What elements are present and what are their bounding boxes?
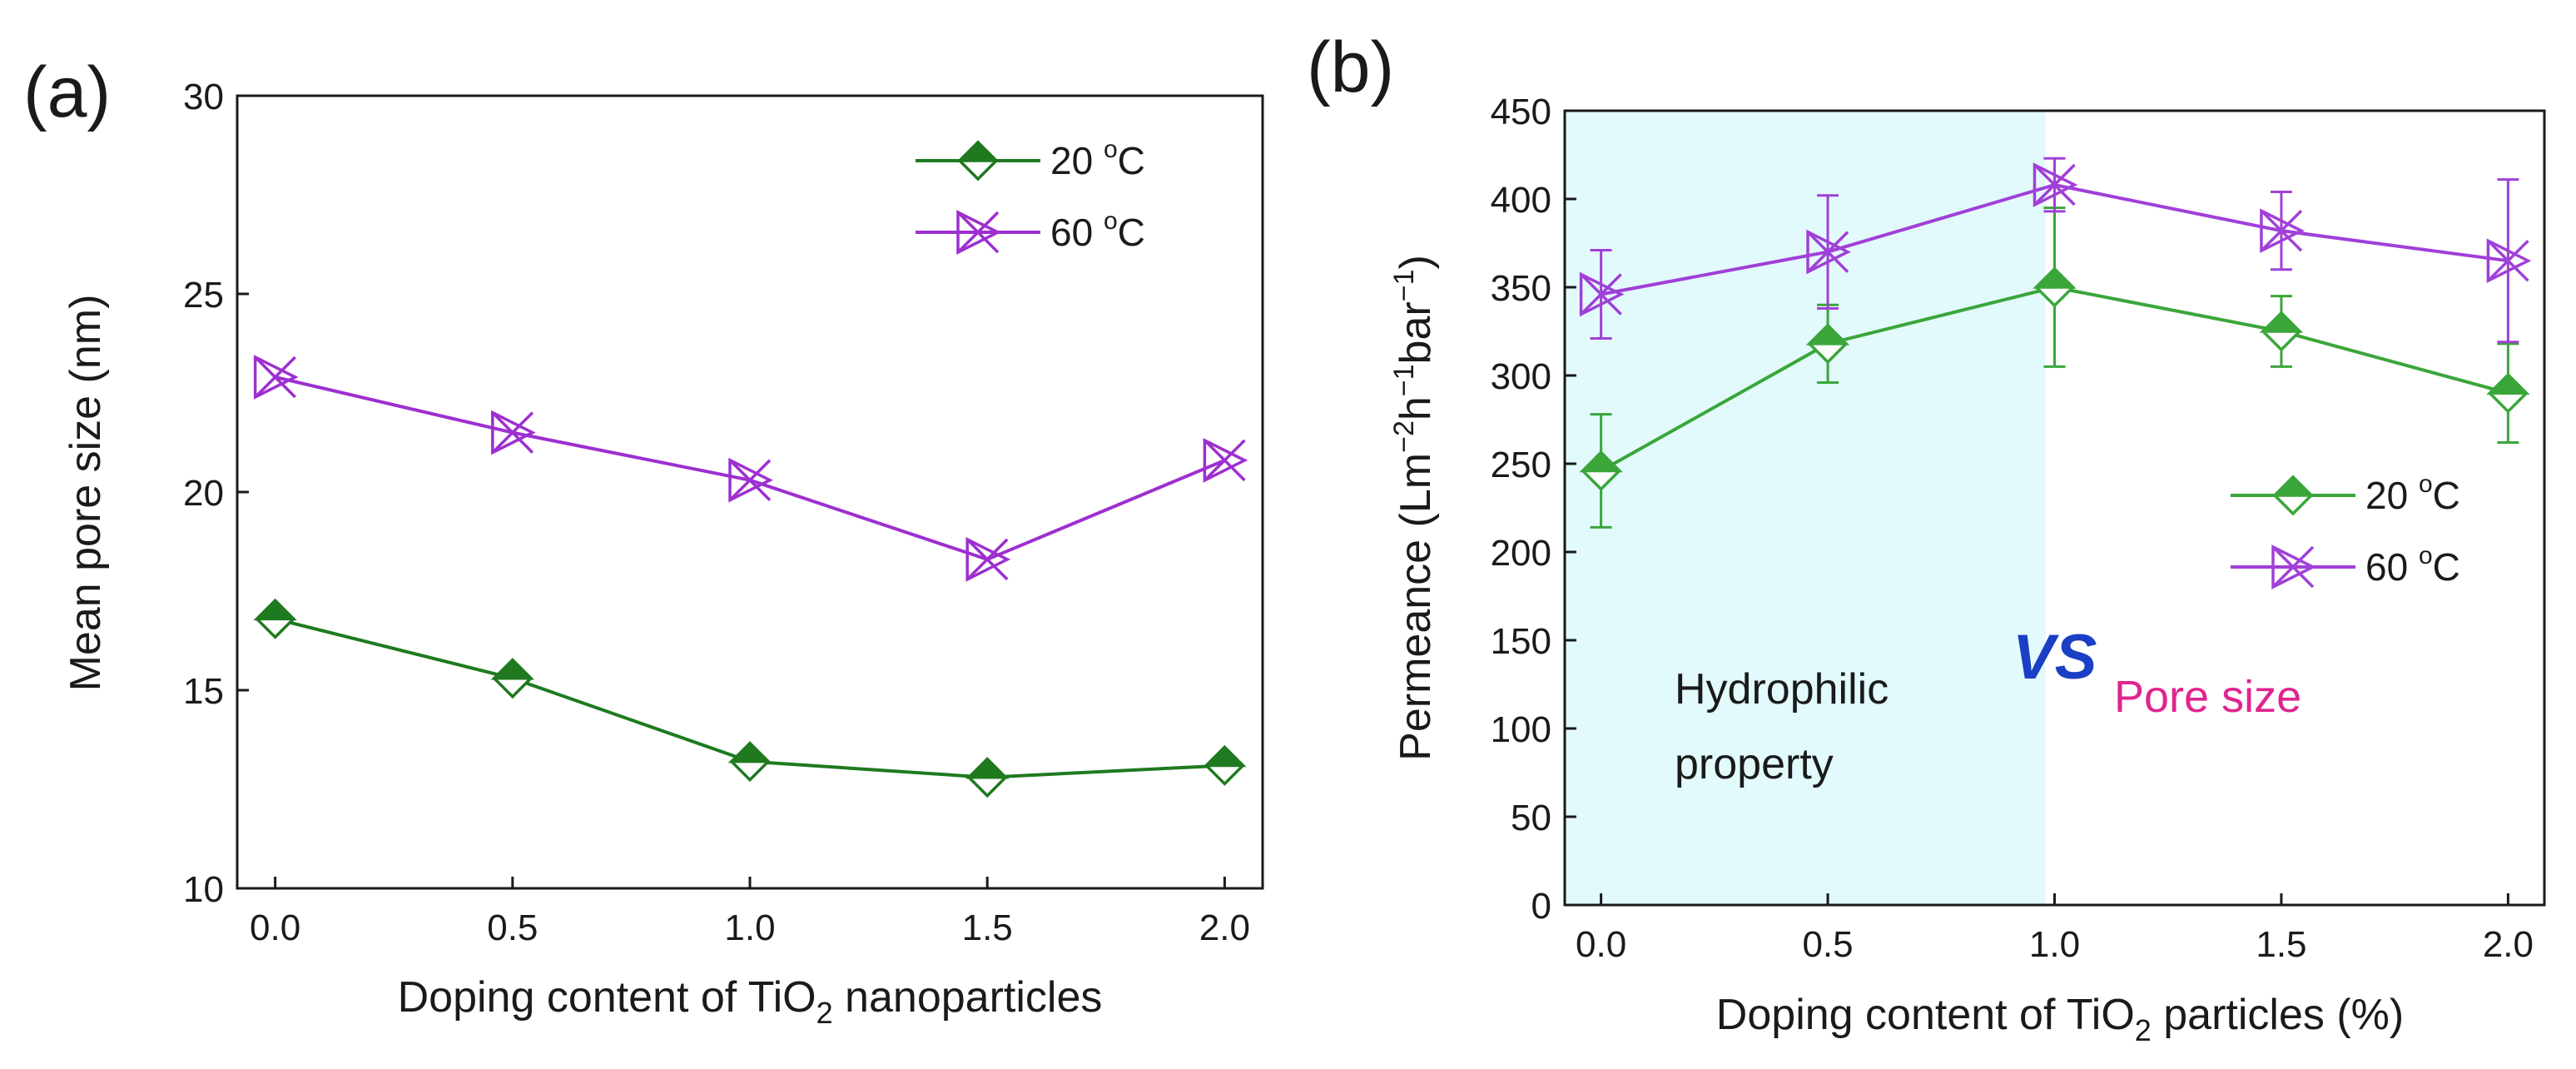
y-tick-label: 20 — [183, 473, 224, 514]
legend-label: 60 oC — [1050, 207, 1145, 254]
data-point — [2033, 266, 2077, 308]
y-tick-label: 400 — [1491, 180, 1551, 221]
data-point — [2486, 372, 2530, 414]
panel-a-xlabel-sub: 2 — [816, 996, 833, 1030]
shaded-region-hydrophilic — [1565, 111, 2046, 905]
data-point — [1203, 744, 1247, 786]
x-tick-label: 1.5 — [2256, 924, 2306, 965]
panel-a-xlabel-pre: Doping content of TiO — [398, 973, 816, 1022]
series-60c — [253, 355, 1248, 582]
y-tick-label: 10 — [183, 869, 224, 910]
legend-entry-60c: 60 oC — [2231, 542, 2460, 589]
panel-b-chart: (b) Hydrophilic property VS Pore size 0.… — [1307, 27, 2546, 1047]
legend-marker — [955, 140, 1000, 181]
x-tick-label: 1.0 — [2029, 924, 2080, 965]
data-point — [491, 410, 536, 455]
x-tick-label: 0.5 — [1802, 924, 1853, 965]
x-tick-label: 2.0 — [2483, 924, 2534, 965]
panel-a-chart: (a) 0.0 0.5 1.0 1.5 2.0 10 15 20 25 30 Mean pore … — [23, 52, 1264, 1030]
legend-entry-20c: 20 oC — [916, 136, 1145, 182]
y-tick-label: 25 — [183, 275, 224, 316]
annotation-hydrophilic-line2: property — [1675, 740, 1834, 788]
panel-a-xlabel-post: nanoparticles — [833, 973, 1103, 1022]
y-tick-label: 200 — [1491, 533, 1551, 574]
x-tick-label: 1.0 — [724, 907, 775, 948]
panel-b-xlabel-pre: Doping content of TiO — [1716, 991, 2135, 1039]
data-point — [2260, 208, 2305, 253]
data-point — [965, 757, 1010, 798]
data-point — [490, 658, 535, 699]
series-line — [275, 375, 1226, 562]
data-point — [727, 741, 772, 783]
y-tick-label: 30 — [183, 77, 224, 117]
panel-a-label: (a) — [23, 52, 111, 132]
data-point — [253, 355, 299, 400]
data-point — [965, 537, 1011, 582]
data-point — [2033, 162, 2078, 207]
panel-b-label: (b) — [1307, 27, 1394, 107]
series-20c — [1579, 206, 2530, 529]
y-tick-label: 50 — [1511, 798, 1551, 838]
x-tick-label: 1.5 — [962, 907, 1013, 948]
panel-b-xlabel: Doping content of TiO2 particles (%) — [1716, 991, 2404, 1047]
data-point — [2486, 238, 2532, 284]
legend-marker — [956, 210, 1001, 255]
data-point — [1805, 323, 1850, 365]
annotation-hydrophilic-line1: Hydrophilic — [1675, 665, 1889, 713]
x-tick-label: 0.0 — [250, 907, 300, 948]
data-point — [1203, 438, 1248, 483]
panel-a-legend: 20 oC 60 oC — [916, 136, 1145, 255]
y-tick-label: 350 — [1491, 268, 1551, 309]
panel-b-ylabel-pre: Permeance (Lm — [1392, 453, 1440, 761]
legend-label: 20 oC — [2365, 470, 2460, 517]
y-tick-label: 0 — [1531, 886, 1551, 927]
panel-b-xlabel-post: particles (%) — [2152, 991, 2404, 1039]
y-tick-label: 15 — [183, 671, 224, 712]
y-tick-label: 300 — [1491, 356, 1551, 397]
data-point — [1806, 229, 1851, 275]
data-point — [1579, 450, 1623, 491]
panel-b-annotations: Hydrophilic property VS Pore size — [1675, 622, 2301, 788]
data-point — [253, 598, 297, 639]
data-point — [2259, 311, 2304, 352]
data-point — [1579, 271, 1625, 317]
panel-b-ylabel-mid1: h — [1392, 396, 1440, 420]
y-tick-label: 150 — [1491, 621, 1551, 662]
annotation-vs: VS — [2013, 622, 2097, 693]
panel-b-ylabel-post: ) — [1392, 255, 1440, 269]
panel-b-ylabel-sup3: −1 — [1388, 270, 1420, 302]
panel-b-xlabel-sub: 2 — [2135, 1013, 2152, 1047]
legend-marker — [2271, 475, 2315, 516]
x-tick-label: 0.5 — [487, 907, 538, 948]
panel-b-ylabel-sup1: −2 — [1388, 420, 1420, 453]
legend-label: 20 oC — [1050, 136, 1145, 182]
panel-b-ylabel-sup2: −1 — [1388, 364, 1420, 396]
series-60c — [1579, 157, 2532, 344]
panel-b-ylabel-mid2: bar — [1392, 301, 1440, 364]
panel-b-legend: 20 oC 60 oC — [2231, 470, 2460, 589]
annotation-pore-size: Pore size — [2114, 672, 2301, 722]
panel-b-ylabel: Permeance (Lm−2h−1bar−1) — [1388, 255, 1440, 761]
y-tick-label: 250 — [1491, 445, 1551, 485]
x-tick-label: 2.0 — [1199, 907, 1250, 948]
legend-label: 60 oC — [2365, 542, 2460, 589]
panel-a-xlabel: Doping content of TiO2 nanoparticles — [398, 973, 1103, 1030]
panel-a-ylabel: Mean pore size (nm) — [62, 295, 110, 692]
legend-entry-20c: 20 oC — [2231, 470, 2460, 517]
legend-marker — [2271, 544, 2316, 589]
y-tick-label: 100 — [1491, 709, 1551, 750]
y-tick-label: 450 — [1491, 92, 1551, 132]
legend-entry-60c: 60 oC — [916, 207, 1145, 255]
x-tick-label: 0.0 — [1576, 924, 1626, 965]
series-20c — [253, 598, 1247, 798]
data-point — [728, 457, 773, 503]
